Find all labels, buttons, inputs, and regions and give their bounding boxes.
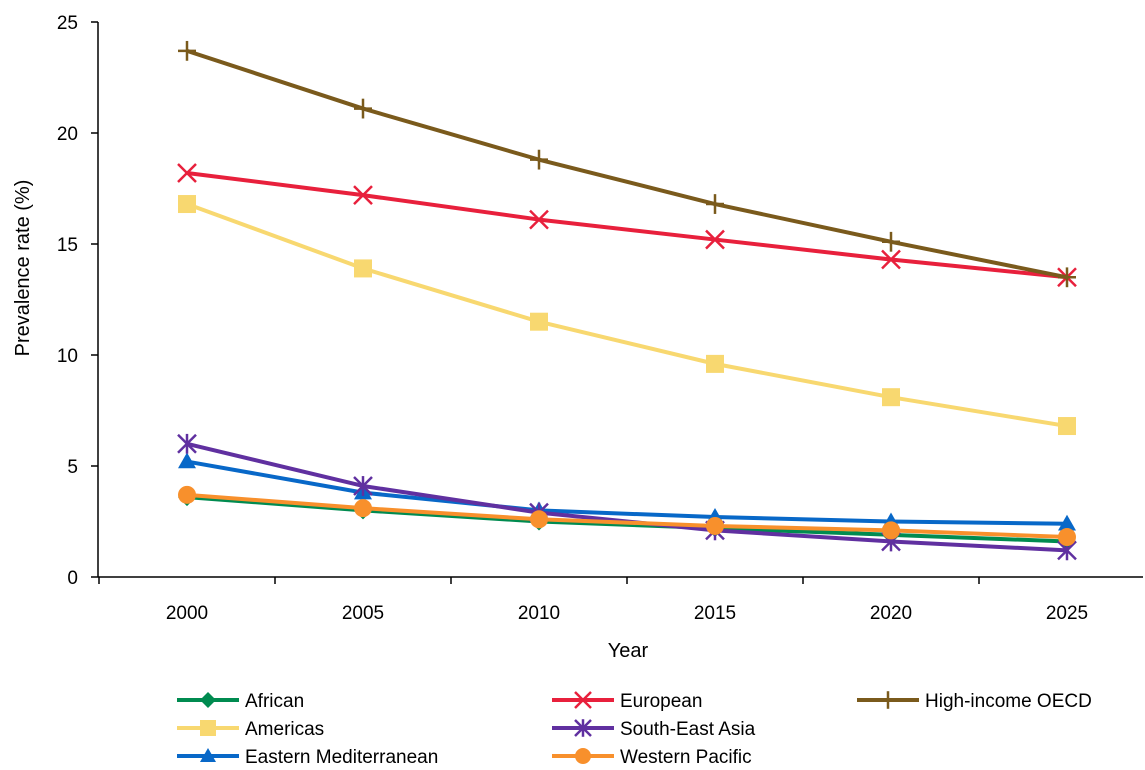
data-point	[1058, 267, 1076, 288]
series-line	[186, 202, 1068, 429]
data-point	[178, 452, 196, 469]
y-axis-title: Prevalence rate (%)	[12, 180, 34, 357]
y-tick-label: 25	[57, 13, 78, 34]
x-tick-label: 2020	[870, 603, 912, 624]
x-axis-title: Year	[608, 640, 649, 662]
series-line	[186, 48, 1068, 280]
legend-label: Eastern Mediterranean	[245, 747, 438, 768]
series-line	[186, 492, 1068, 540]
legend-item: European	[552, 691, 702, 712]
series-western-pacific	[178, 485, 1076, 547]
data-point	[706, 194, 724, 214]
y-tick-label: 10	[57, 346, 78, 367]
y-tick-label: 0	[67, 568, 78, 589]
legend-item: Western Pacific	[552, 747, 752, 768]
legend-label: European	[620, 691, 702, 712]
data-point	[1058, 417, 1076, 436]
data-point	[530, 149, 548, 170]
data-point	[354, 98, 372, 119]
legend-label: African	[245, 691, 304, 712]
y-tick-label: 15	[57, 235, 78, 256]
legend-swatch-marker	[574, 691, 592, 709]
data-point	[178, 195, 196, 214]
legend-item: Eastern Mediterranean	[177, 747, 438, 768]
x-tick-label: 2025	[1046, 603, 1088, 624]
data-point	[178, 485, 196, 504]
legend-item: Americas	[177, 719, 324, 740]
data-point	[706, 516, 724, 535]
legend-item: High-income OECD	[857, 691, 1092, 712]
data-point	[881, 249, 901, 270]
y-tick-label: 5	[67, 457, 78, 478]
legend-item: South-East Asia	[552, 719, 756, 740]
x-tick-label: 2000	[166, 603, 208, 624]
data-point	[529, 209, 549, 230]
data-point	[882, 521, 900, 540]
data-point	[706, 354, 724, 373]
y-tick-label: 20	[57, 124, 78, 145]
data-point	[354, 499, 372, 518]
data-point	[1058, 514, 1076, 531]
x-tick-label: 2015	[694, 603, 736, 624]
series-african	[178, 488, 1076, 551]
legend-swatch-marker	[575, 748, 591, 764]
legend-swatch-marker	[200, 692, 216, 708]
legend-swatch-marker	[880, 691, 896, 709]
series-line	[186, 459, 1068, 526]
legend-swatch-marker	[200, 748, 216, 762]
series-high-income-oecd	[178, 40, 1076, 288]
series-line	[186, 495, 1068, 544]
x-tick-label: 2005	[342, 603, 384, 624]
data-point	[177, 163, 197, 183]
series-line	[186, 170, 1068, 280]
x-tick-label: 2010	[518, 603, 560, 624]
data-point	[353, 476, 373, 496]
legend: African Americas Eastern Mediterranean Euro…	[177, 691, 1092, 768]
legend-swatch-marker	[574, 719, 592, 737]
legend-label: High-income OECD	[925, 691, 1092, 712]
data-point	[882, 231, 900, 252]
legend-swatch-marker	[200, 720, 216, 736]
data-point	[1058, 528, 1076, 547]
legend-label: South-East Asia	[620, 719, 756, 740]
legend-label: Western Pacific	[620, 747, 752, 768]
data-point	[178, 40, 196, 61]
data-point	[530, 312, 548, 331]
legend-item: African	[177, 691, 304, 712]
data-point	[354, 259, 372, 278]
series-americas	[178, 195, 1076, 436]
data-point	[882, 388, 900, 407]
data-point	[177, 433, 197, 454]
legend-label: Americas	[245, 719, 324, 740]
series-south-east-asia	[177, 433, 1077, 561]
data-point	[705, 229, 725, 250]
series-eastern-mediterranean	[178, 452, 1076, 531]
series-line	[186, 441, 1068, 553]
data-point	[353, 185, 373, 206]
series-layer	[177, 40, 1077, 561]
data-point	[530, 510, 548, 529]
